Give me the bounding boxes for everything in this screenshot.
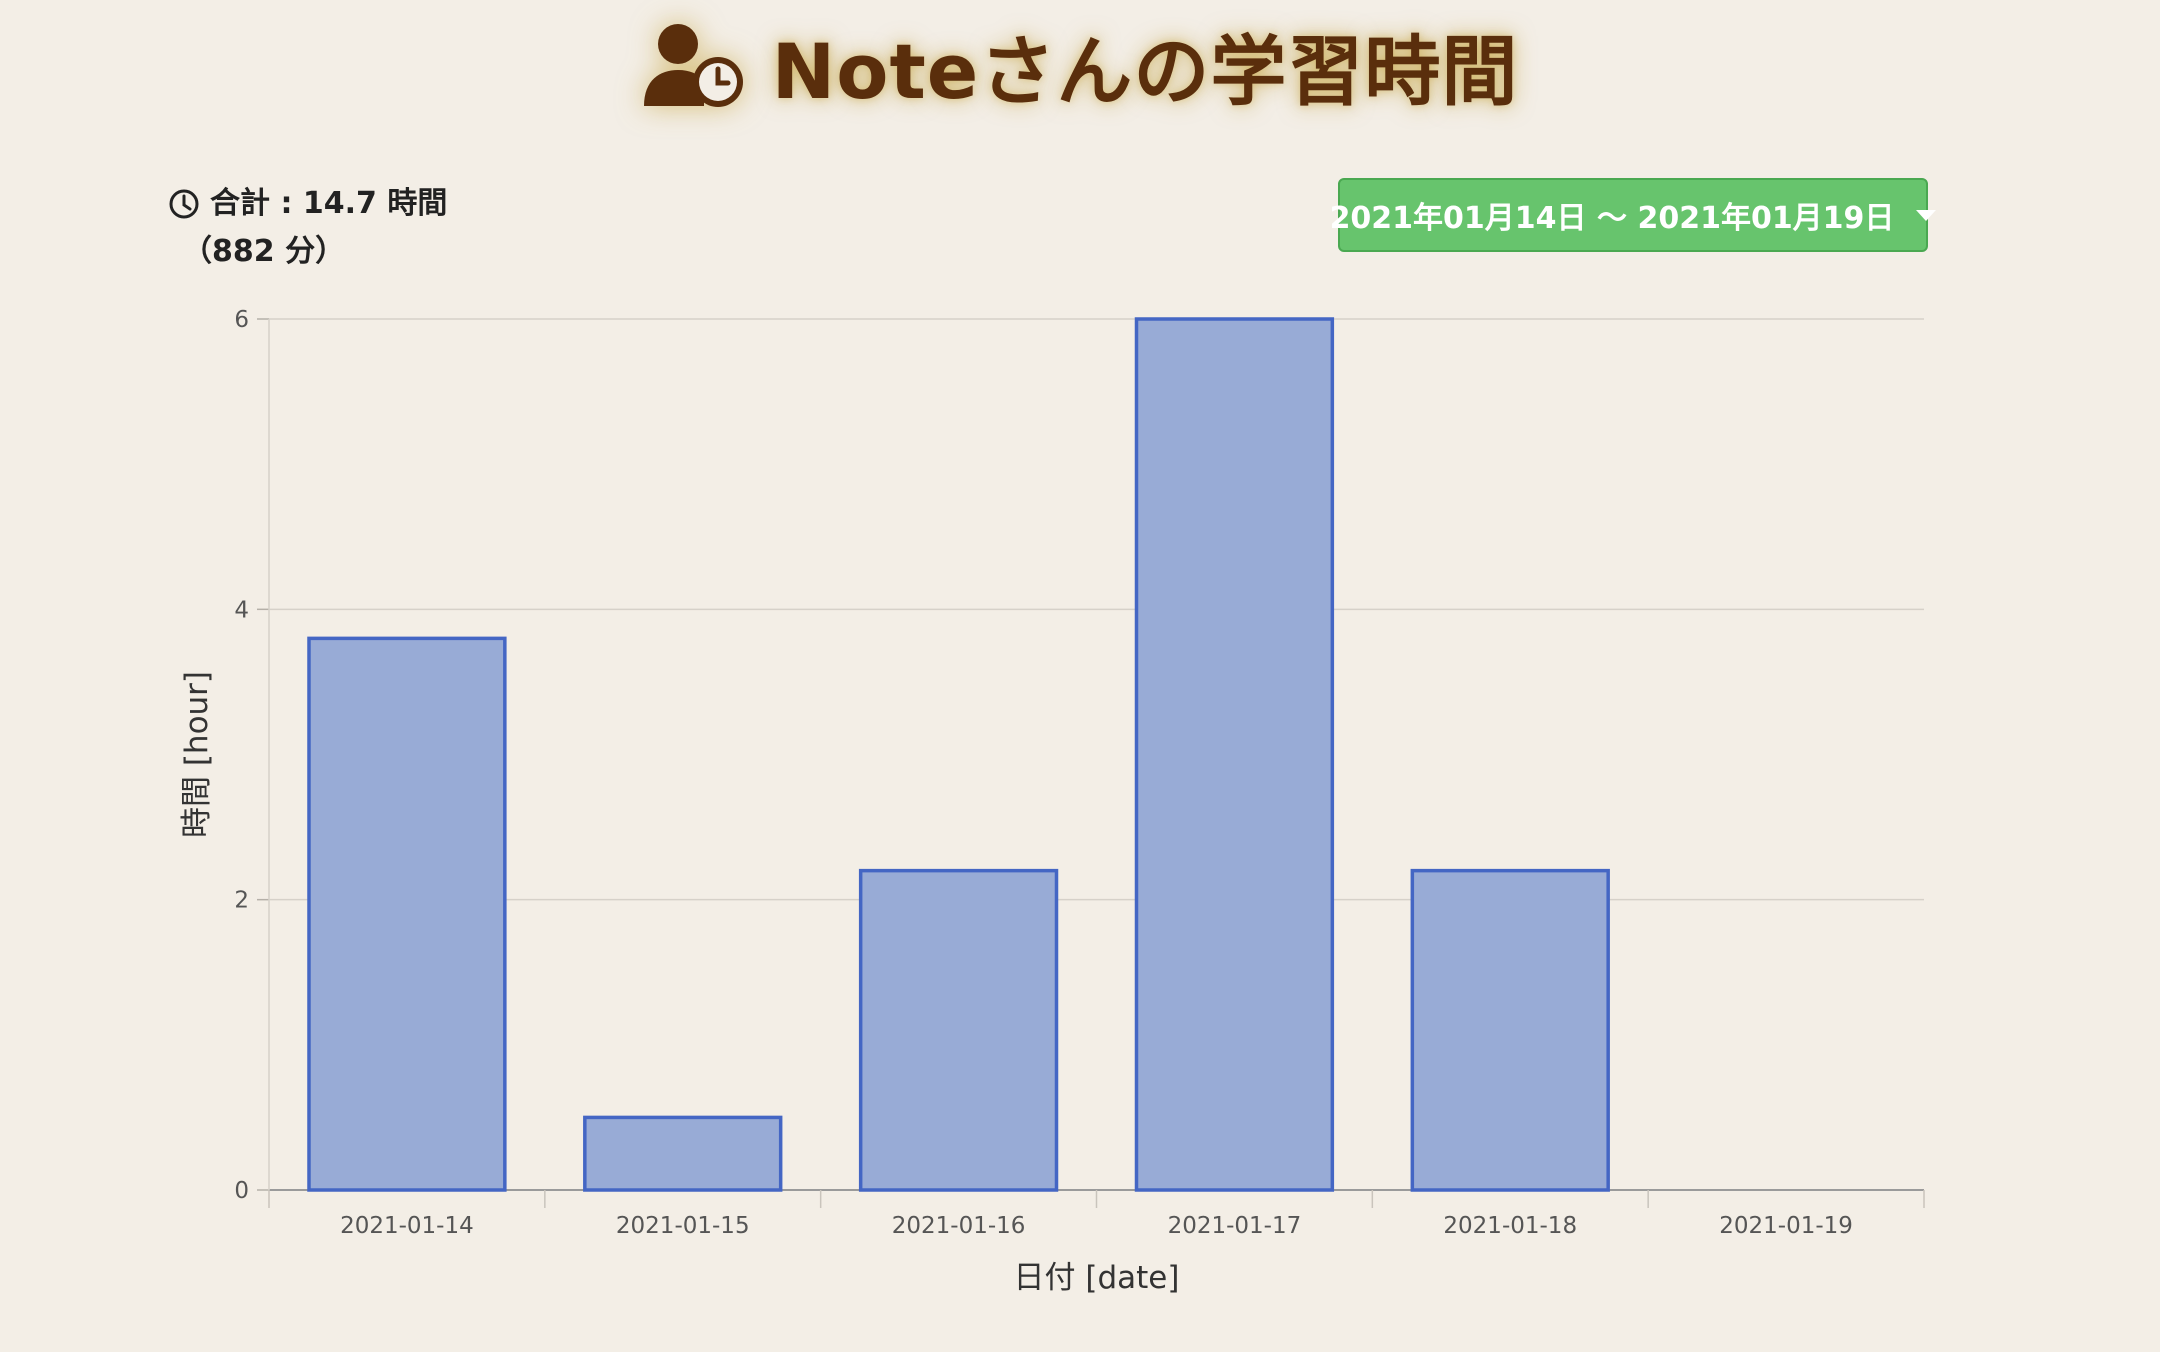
x-tick-label: 2021-01-15 bbox=[616, 1213, 750, 1239]
header: Noteさんの学習時間 bbox=[0, 0, 2160, 130]
bar[interactable] bbox=[1410, 868, 1610, 1192]
caret-down-icon bbox=[1916, 209, 1937, 221]
page-title: Noteさんの学習時間 bbox=[771, 27, 1519, 116]
summary-total-row: 合計 : 14.7 時間 bbox=[168, 180, 447, 228]
axis-layer: 0 2 4 6 2021-01-14 2021-01-15 2021-01-16 2021-0… bbox=[234, 307, 1925, 1239]
bar[interactable] bbox=[858, 868, 1059, 1192]
x-tick-label: 2021-01-18 bbox=[1443, 1213, 1577, 1239]
bar[interactable] bbox=[1134, 317, 1335, 1192]
y-tick-label: 6 bbox=[234, 307, 249, 333]
y-axis-title: 時間 [hour] bbox=[179, 671, 215, 838]
date-range-label: 2021年01月14日 〜 2021年01月19日 bbox=[1329, 201, 1895, 236]
x-tick-label: 2021-01-19 bbox=[1719, 1213, 1853, 1239]
date-range-dropdown[interactable]: 2021年01月14日 〜 2021年01月19日 bbox=[1330, 178, 1937, 252]
summary: 合計 : 14.7 時間 （882 分） bbox=[168, 180, 447, 276]
bar[interactable] bbox=[583, 1115, 783, 1192]
y-tick-label: 2 bbox=[234, 888, 249, 914]
summary-total-hours: 合計 : 14.7 時間 bbox=[210, 186, 448, 221]
user-clock-icon bbox=[642, 22, 746, 108]
x-tick-label: 2021-01-14 bbox=[340, 1213, 474, 1239]
y-tick-label: 0 bbox=[234, 1178, 249, 1204]
y-tick-label: 4 bbox=[234, 597, 249, 623]
x-axis-title: 日付 [date] bbox=[1014, 1260, 1180, 1296]
bar[interactable] bbox=[307, 636, 507, 1192]
x-tick-label: 2021-01-17 bbox=[1168, 1213, 1302, 1239]
x-tick-label: 2021-01-16 bbox=[892, 1213, 1026, 1239]
summary-total-minutes: （882 分） bbox=[182, 234, 346, 269]
title-wrap: Noteさんの学習時間 bbox=[642, 10, 1519, 120]
bar-layer bbox=[307, 317, 1610, 1192]
clock-icon bbox=[168, 188, 200, 220]
grid-layer bbox=[269, 318, 1924, 1191]
